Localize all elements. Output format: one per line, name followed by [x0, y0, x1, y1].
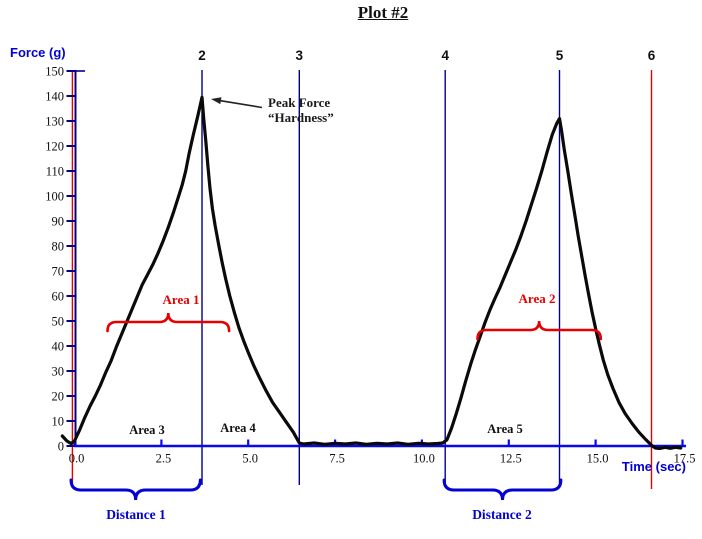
distance2-brace [442, 478, 563, 501]
peak-force-annotation: Peak Force “Hardness” [268, 95, 334, 125]
x-axis-title: Time (sec) [621, 459, 686, 474]
area2-label: Area 2 [518, 291, 556, 306]
event-label-3: 3 [296, 48, 304, 63]
area5-label: Area 5 [487, 422, 523, 436]
x-tick-label-2.5: 2.5 [156, 452, 172, 466]
event-label-4: 4 [441, 48, 449, 63]
y-tick-label-80: 80 [52, 240, 65, 254]
y-tick-label-10: 10 [52, 415, 65, 429]
event-label-5: 5 [556, 48, 564, 63]
x-tick-label-5.0: 5.0 [242, 452, 258, 466]
distance2-label: Distance 2 [472, 507, 532, 522]
y-tick-label-90: 90 [52, 215, 65, 229]
y-tick-label-110: 110 [46, 165, 64, 179]
distance1-brace [69, 478, 202, 501]
area4-label: Area 4 [220, 421, 256, 435]
y-tick-label-70: 70 [52, 265, 65, 279]
peak-force-annotation-line1: Peak Force [268, 95, 331, 110]
y-tick-label-120: 120 [45, 140, 64, 154]
y-tick-label-130: 130 [45, 115, 64, 129]
area2-brace [476, 320, 603, 341]
x-tick-label-0.0: 0.0 [69, 452, 85, 466]
y-tick-label-100: 100 [45, 190, 64, 204]
area1-label: Area 1 [162, 292, 200, 307]
y-tick-label-20: 20 [52, 390, 65, 404]
y-tick-label-140: 140 [45, 90, 64, 104]
event-label-6: 6 [648, 48, 656, 63]
x-tick-label-15.0: 15.0 [587, 452, 609, 466]
x-tick-label-7.5: 7.5 [329, 452, 345, 466]
area3-label: Area 3 [129, 423, 165, 437]
area1-brace [106, 312, 231, 333]
y-tick-label-60: 60 [52, 290, 65, 304]
distance1-label: Distance 1 [106, 507, 166, 522]
x-tick-label-10.0: 10.0 [413, 452, 435, 466]
x-tick-label-17.5: 17.5 [674, 452, 696, 466]
event-label-2: 2 [198, 48, 206, 63]
chart-title: Plot #2 [357, 3, 409, 22]
force-trace [60, 95, 683, 451]
peak-arrow-line [220, 99, 263, 109]
y-tick-label-0: 0 [58, 440, 64, 454]
y-tick-label-30: 30 [52, 365, 65, 379]
peak-arrow-head [211, 97, 222, 105]
y-tick-label-50: 50 [52, 315, 65, 329]
y-axis-title: Force (g) [10, 45, 66, 60]
peak-force-annotation-line2: “Hardness” [268, 110, 334, 125]
y-tick-label-150: 150 [45, 65, 64, 79]
x-tick-label-12.5: 12.5 [500, 452, 522, 466]
y-tick-label-40: 40 [52, 340, 65, 354]
